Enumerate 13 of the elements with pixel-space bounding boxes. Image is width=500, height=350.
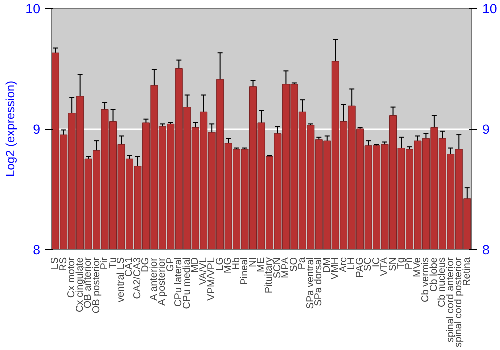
x-tick-label: RS [58,257,70,272]
y2-tick-label: 9 [482,122,490,137]
y-axis-title: Log2 (expression) [4,80,18,178]
x-tick-label: ME [256,257,267,272]
y-tick-label: 8 [33,242,41,258]
x-tick-label: A posterior [157,257,168,306]
y2-tick-label: 10 [482,2,498,16]
x-tick-label: Pituitary [264,258,276,294]
x-tick-label: Tg [396,258,407,270]
y2-tick-label: 8 [482,242,490,258]
x-tick-label: OB posterior [91,256,102,314]
y-tick-label: 9 [33,122,41,137]
y-tick-label: 10 [26,2,41,16]
